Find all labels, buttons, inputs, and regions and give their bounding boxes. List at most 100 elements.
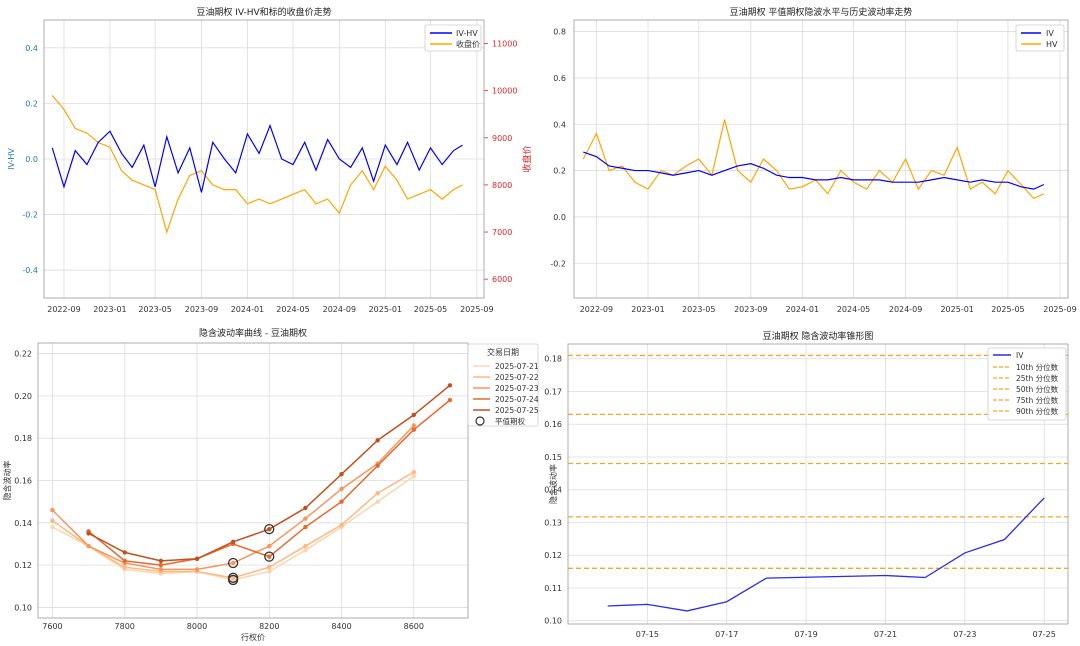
x-tick-label: 2025-09	[1043, 305, 1076, 314]
series-line	[51, 424, 415, 571]
legend-label: 75th 分位数	[1016, 395, 1059, 405]
chart-iv-vs-hv: 2022-09 2023-01 2023-05 2023-09 2024-01 2024-…	[550, 6, 1076, 314]
y-tick-label: 0.22	[14, 350, 32, 359]
chart-iv-smile: 7600 7800 8000 8200 8400 8600 0.10 0.12 0.14 0.16…	[2, 327, 539, 642]
y-axis-label: 隐含波动率	[548, 464, 558, 504]
data-point	[230, 539, 236, 545]
x-tick-label: 2022-09	[580, 305, 613, 314]
legend-box	[987, 347, 1067, 421]
y-tick-label: 0.15	[544, 453, 562, 462]
x-tick-label: 8000	[187, 622, 207, 631]
y-tick-label: 0.6	[553, 74, 566, 83]
y2-tick-label: 8000	[492, 181, 512, 190]
x-tick-label: 2025-05	[414, 305, 447, 314]
y-tick-label: 0.2	[553, 167, 566, 176]
chart-title: 隐含波动率曲线 - 豆油期权	[199, 327, 307, 339]
y2-tick-label: 9000	[492, 134, 512, 143]
y-tick-label: 0.0	[25, 155, 38, 164]
y-tick-label: 0.16	[14, 477, 32, 486]
data-point	[194, 556, 200, 561]
x-axis-label: 行权价	[241, 632, 265, 642]
plot-frame	[567, 343, 1069, 625]
y-tick-label: 0.18	[14, 434, 32, 443]
data-point	[86, 543, 91, 549]
x-tick-label: 8400	[331, 622, 351, 631]
y2-tick-label: 11000	[492, 40, 517, 49]
y-tick-label: 0.20	[14, 392, 32, 401]
x-tick-label: 2025-01	[369, 305, 402, 314]
data-point	[303, 505, 308, 511]
data-point	[267, 526, 272, 532]
y-axis-label: 隐含波动率	[2, 461, 12, 501]
x-tick-label: 2024-01	[231, 305, 264, 314]
data-point	[267, 565, 272, 570]
data-point	[303, 543, 308, 549]
legend-label: IV	[1016, 351, 1024, 360]
legend-label: 25th 分位数	[1016, 373, 1059, 383]
legend-label: 2025-07-21	[495, 362, 539, 371]
legend-label: 90th 分位数	[1016, 406, 1059, 416]
data-point	[50, 518, 55, 523]
x-tick-label: 2024-09	[889, 305, 922, 314]
y-tick-label: 0.10	[544, 617, 562, 626]
x-tick-label: 07-23	[953, 630, 976, 639]
legend: 交易日期 2025-07-21 2025-07-22 2025-07-23 2025-0…	[467, 343, 539, 427]
y-tick-label: 0.16	[544, 420, 562, 429]
data-point	[122, 565, 127, 570]
data-point	[411, 423, 416, 428]
legend-label: 2025-07-23	[495, 384, 539, 393]
data-point	[411, 412, 416, 418]
x-tick-label: 2025-05	[991, 305, 1024, 314]
x-tick-label: 2024-05	[837, 305, 870, 314]
data-point	[267, 543, 272, 549]
x-tick-label: 7800	[115, 622, 135, 631]
y-tick-label: 0.4	[25, 44, 38, 53]
data-point	[194, 567, 200, 572]
x-tick-label: 07-19	[794, 630, 817, 639]
y-tick-label: 0.4	[553, 120, 566, 129]
y-tick-label: 0.10	[14, 603, 32, 612]
x-tick-label: 2024-05	[276, 305, 309, 314]
x-tick-label: 2023-01	[631, 305, 664, 314]
y-tick-label: 0.14	[14, 519, 32, 528]
legend-box	[467, 343, 539, 427]
y-tick-label: -0.2	[550, 259, 566, 268]
x-tick-label: 2023-09	[734, 305, 767, 314]
series-line-iv-hv	[51, 123, 463, 193]
y-tick-label: 0.11	[544, 584, 562, 593]
x-tick-label: 07-17	[715, 630, 738, 639]
y-tick-label: 0.18	[544, 355, 562, 364]
legend-label: 50th 分位数	[1016, 384, 1059, 394]
data-point	[267, 554, 272, 559]
series-line-iv	[583, 151, 1045, 190]
x-tick-label: 8600	[404, 622, 424, 631]
chart-title: 豆油期权 隐含波动率锥形图	[763, 330, 874, 342]
y-tick-label: 0.12	[544, 551, 562, 560]
chart-title: 豆油期权 平值期权隐波水平与历史波动率走势	[730, 6, 913, 18]
data-point	[158, 567, 164, 572]
data-point	[339, 486, 344, 492]
y-tick-label: 0.14	[544, 486, 562, 495]
y-tick-label: 0.8	[553, 28, 566, 37]
data-point	[339, 471, 344, 477]
data-point	[50, 507, 55, 513]
series-line-hv	[582, 119, 1045, 200]
legend-label: HV	[1046, 40, 1058, 49]
series-line-iv	[607, 497, 1045, 612]
legend-label: 收盘价	[456, 39, 480, 49]
atm-marker	[227, 572, 239, 583]
plot-frame	[573, 19, 1069, 299]
data-point	[411, 474, 416, 479]
atm-marker	[227, 557, 239, 569]
x-tick-label: 07-21	[874, 630, 897, 639]
plot-frame	[43, 19, 485, 299]
x-tick-label: 2024-09	[323, 305, 356, 314]
y-tick-label: -0.4	[22, 266, 38, 275]
data-point	[375, 499, 380, 504]
x-tick-label: 2023-05	[682, 305, 715, 314]
data-point	[50, 524, 55, 530]
x-tick-label: 2023-05	[138, 305, 171, 314]
